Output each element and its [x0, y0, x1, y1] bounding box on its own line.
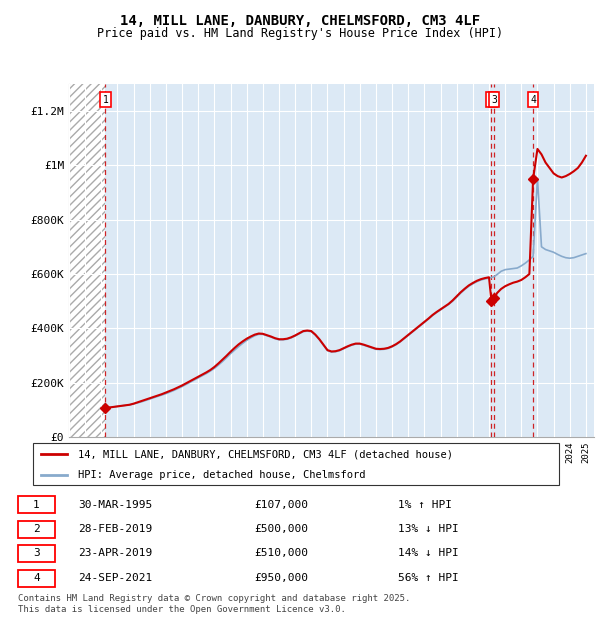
- Text: 30-MAR-1995: 30-MAR-1995: [78, 500, 152, 510]
- Text: 3: 3: [491, 95, 497, 105]
- FancyBboxPatch shape: [18, 496, 55, 513]
- Text: 1% ↑ HPI: 1% ↑ HPI: [398, 500, 452, 510]
- Text: 28-FEB-2019: 28-FEB-2019: [78, 524, 152, 534]
- FancyBboxPatch shape: [32, 443, 559, 485]
- Text: Contains HM Land Registry data © Crown copyright and database right 2025.
This d: Contains HM Land Registry data © Crown c…: [18, 595, 410, 614]
- Text: 23-APR-2019: 23-APR-2019: [78, 549, 152, 559]
- Text: £510,000: £510,000: [254, 549, 308, 559]
- Text: 24-SEP-2021: 24-SEP-2021: [78, 573, 152, 583]
- Text: 13% ↓ HPI: 13% ↓ HPI: [398, 524, 458, 534]
- Text: 2: 2: [488, 95, 494, 105]
- Text: 3: 3: [33, 549, 40, 559]
- Text: £500,000: £500,000: [254, 524, 308, 534]
- Text: £107,000: £107,000: [254, 500, 308, 510]
- Text: 14% ↓ HPI: 14% ↓ HPI: [398, 549, 458, 559]
- Text: £950,000: £950,000: [254, 573, 308, 583]
- Text: 1: 1: [103, 95, 108, 105]
- FancyBboxPatch shape: [18, 570, 55, 587]
- Bar: [69, 84, 106, 437]
- FancyBboxPatch shape: [18, 521, 55, 538]
- Text: 2: 2: [33, 524, 40, 534]
- Text: 1: 1: [33, 500, 40, 510]
- Text: 56% ↑ HPI: 56% ↑ HPI: [398, 573, 458, 583]
- Text: 4: 4: [33, 573, 40, 583]
- Text: 4: 4: [530, 95, 536, 105]
- Text: Price paid vs. HM Land Registry's House Price Index (HPI): Price paid vs. HM Land Registry's House …: [97, 27, 503, 40]
- Text: HPI: Average price, detached house, Chelmsford: HPI: Average price, detached house, Chel…: [78, 469, 365, 480]
- Text: 14, MILL LANE, DANBURY, CHELMSFORD, CM3 4LF (detached house): 14, MILL LANE, DANBURY, CHELMSFORD, CM3 …: [78, 449, 453, 459]
- Text: 14, MILL LANE, DANBURY, CHELMSFORD, CM3 4LF: 14, MILL LANE, DANBURY, CHELMSFORD, CM3 …: [120, 14, 480, 29]
- FancyBboxPatch shape: [18, 545, 55, 562]
